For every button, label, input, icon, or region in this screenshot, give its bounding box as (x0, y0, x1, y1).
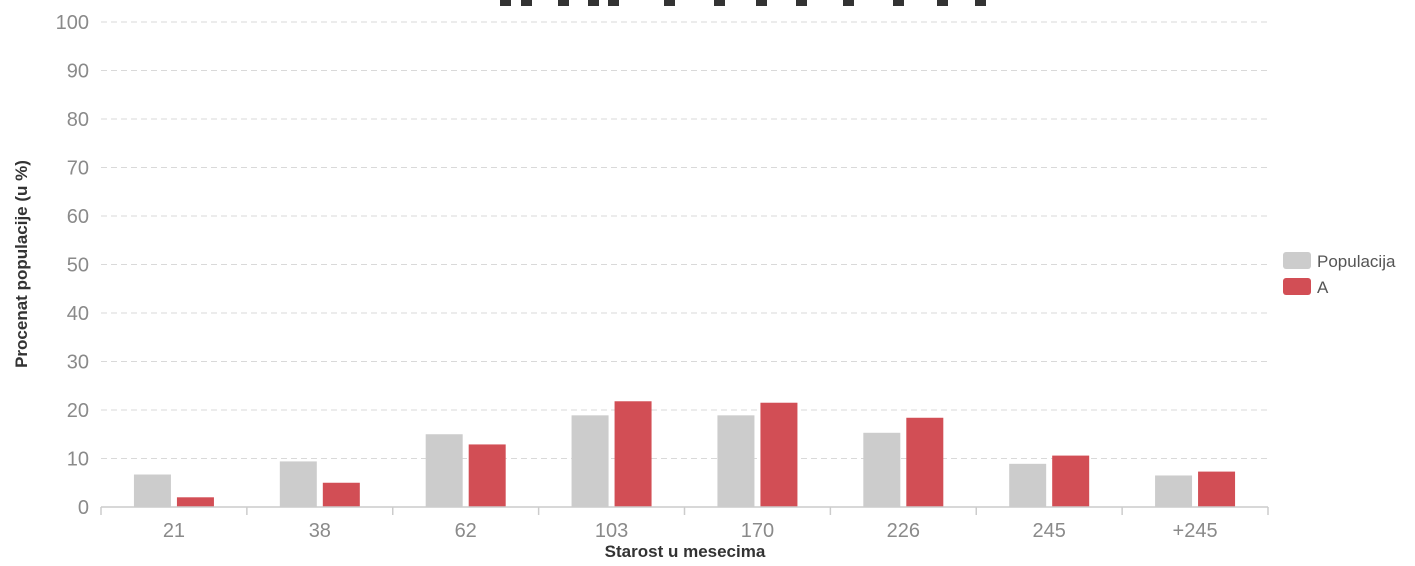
legend-label: A (1317, 278, 1329, 297)
bar-a-170 (760, 402, 798, 507)
x-tick-labels: 21 38 62 103 170 226 245 +245 (163, 520, 1218, 542)
x-tick-label: 103 (595, 520, 628, 542)
x-tick-label: +245 (1173, 520, 1218, 542)
y-tick-label: 30 (67, 352, 89, 374)
y-tick-label: 10 (67, 449, 89, 471)
bar-populacija-plus245 (1155, 475, 1193, 507)
x-tick-label: 170 (741, 520, 774, 542)
bar-a-38 (322, 482, 360, 507)
bar-populacija-38 (279, 461, 317, 507)
bar-a-62 (468, 444, 506, 507)
title-fragment (500, 0, 986, 6)
bar-populacija-21 (133, 474, 171, 507)
y-tick-label: 20 (67, 400, 89, 422)
legend: Populacija A (1283, 252, 1396, 297)
y-tick-label: 50 (67, 255, 89, 277)
legend-label: Populacija (1317, 252, 1396, 271)
x-tick-label: 21 (163, 520, 185, 542)
y-tick-label: 40 (67, 303, 89, 325)
x-tick-label: 226 (887, 520, 920, 542)
bars (133, 401, 1236, 507)
bar-populacija-103 (571, 415, 609, 507)
legend-swatch (1283, 252, 1311, 269)
legend-swatch (1283, 278, 1311, 295)
y-tick-label: 70 (67, 158, 89, 180)
bar-a-21 (176, 497, 214, 507)
x-tick-label: 62 (455, 520, 477, 542)
gridlines (101, 21, 1268, 459)
bar-populacija-226 (863, 432, 901, 507)
y-axis-title: Procenat populacije (u %) (12, 160, 31, 368)
x-tick-label: 38 (309, 520, 331, 542)
bar-populacija-245 (1009, 463, 1047, 507)
x-axis-title: Starost u mesecima (605, 542, 766, 561)
x-axis (100, 506, 1269, 515)
y-tick-label: 0 (78, 497, 89, 519)
bar-populacija-62 (425, 434, 463, 507)
y-tick-label: 100 (56, 12, 89, 34)
bar-a-245 (1052, 455, 1090, 507)
y-tick-label: 60 (67, 206, 89, 228)
bar-a-plus245 (1198, 471, 1236, 507)
y-axis: 0 10 20 30 40 50 60 70 80 90 100 (56, 12, 89, 519)
bar-a-103 (614, 401, 652, 507)
y-tick-label: 80 (67, 109, 89, 131)
y-tick-label: 90 (67, 61, 89, 83)
bar-a-226 (906, 417, 944, 507)
x-tick-label: 245 (1033, 520, 1066, 542)
bar-populacija-170 (717, 415, 755, 507)
